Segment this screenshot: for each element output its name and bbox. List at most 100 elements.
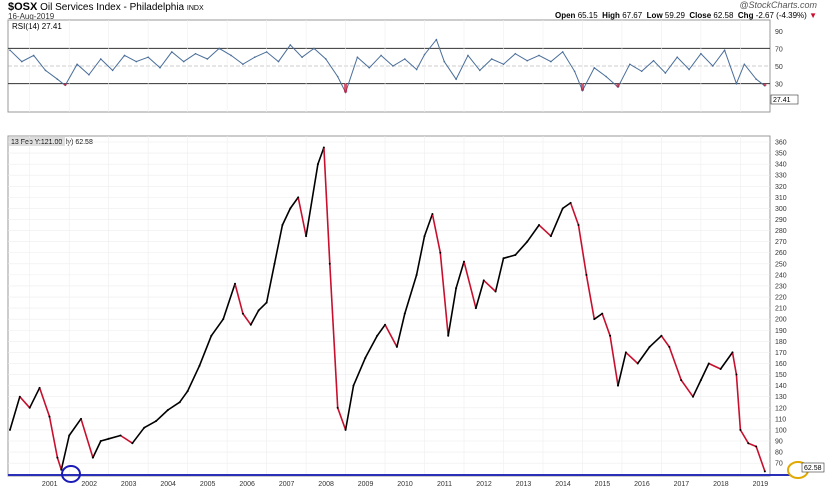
price-point <box>328 262 331 265</box>
price-segment <box>562 202 572 210</box>
price-segment <box>222 283 236 320</box>
price-segment <box>48 416 59 458</box>
price-tick-label: 80 <box>775 450 783 457</box>
price-point <box>60 468 63 471</box>
price-segment <box>344 385 355 431</box>
x-tick-label: 2013 <box>516 481 532 488</box>
x-tick-label: 2007 <box>279 481 295 488</box>
price-point <box>186 390 189 393</box>
price-point <box>131 442 134 445</box>
price-point <box>648 345 651 348</box>
price-segment <box>569 202 580 226</box>
price-point <box>48 415 51 418</box>
marker-2002-low <box>61 465 81 483</box>
open-label: Open <box>555 11 576 20</box>
price-tick-label: 300 <box>775 206 787 213</box>
price-segment <box>503 254 516 260</box>
price-segment <box>719 351 734 370</box>
price-point <box>99 439 102 442</box>
rsi-point <box>467 54 469 57</box>
x-tick-label: 2006 <box>239 481 255 488</box>
price-tick-label: 190 <box>775 328 787 335</box>
price-segment <box>179 390 189 403</box>
price-point <box>609 334 612 337</box>
rsi-point <box>301 56 303 58</box>
price-point <box>763 470 766 473</box>
price-point <box>455 287 458 290</box>
price-segment <box>494 258 505 292</box>
price-segment <box>364 335 378 359</box>
rsi-point <box>325 58 327 60</box>
rsi-point <box>32 54 35 57</box>
price-segment <box>9 396 21 431</box>
price-point <box>38 386 41 389</box>
rsi-oversold-fill <box>616 83 620 88</box>
rsi-point <box>479 69 481 72</box>
price-point <box>616 384 619 387</box>
price-point <box>755 445 758 448</box>
x-axis: 2001 2002 2003 2004 2005 2006 2007 2008 2009 2010… <box>42 481 768 488</box>
price-point <box>68 434 71 437</box>
rsi-point <box>242 63 244 66</box>
price-point <box>739 428 742 431</box>
rsi-point <box>435 38 438 41</box>
price-point <box>707 362 710 365</box>
price-point <box>352 384 355 387</box>
rsi-point <box>514 52 517 55</box>
price-point <box>494 290 497 293</box>
price-segment <box>68 418 82 436</box>
price-tick-label: 250 <box>775 261 787 268</box>
price-tick-label: 260 <box>775 250 787 257</box>
price-segment <box>273 224 284 264</box>
price-tick-label: 160 <box>775 361 787 368</box>
price-point <box>423 235 426 238</box>
rsi-point <box>735 82 738 85</box>
rsi-point <box>743 63 746 66</box>
rsi-point <box>415 68 418 71</box>
price-tick-label: 340 <box>775 162 787 169</box>
price-point <box>593 318 596 321</box>
price-segment <box>447 288 457 336</box>
rsi-point <box>455 78 457 80</box>
price-segment <box>60 435 70 470</box>
price-segment <box>352 357 367 386</box>
rsi-point <box>9 49 11 51</box>
rsi-point <box>182 60 185 63</box>
price-segment <box>514 241 528 256</box>
price-segment <box>755 446 766 472</box>
rsi-point <box>218 47 221 50</box>
price-segment <box>396 313 406 348</box>
price-tick-label: 70 <box>775 461 783 468</box>
rsi-point <box>711 65 714 67</box>
chg-arrow-icon: ▼ <box>809 11 817 20</box>
price-segment <box>637 346 651 364</box>
price-point <box>680 379 683 382</box>
high-label: High <box>602 11 620 20</box>
rsi-point <box>88 74 90 76</box>
price-segment <box>585 274 596 320</box>
price-tick-label: 120 <box>775 405 787 412</box>
price-point <box>415 273 418 276</box>
price-tick-label: 170 <box>775 350 787 357</box>
price-tick-label: 320 <box>775 184 787 191</box>
price-segment <box>131 427 145 444</box>
price-point <box>526 240 529 243</box>
price-point <box>561 207 564 210</box>
x-tick-label: 2014 <box>555 481 571 488</box>
price-segment <box>708 362 721 370</box>
quote-summary: Open 65.15 High 67.67 Low 59.29 Close 62… <box>555 11 817 20</box>
rsi-point <box>76 63 78 66</box>
price-point <box>660 334 663 337</box>
rsi-point <box>573 70 576 73</box>
price-point <box>322 146 325 149</box>
rsi-point <box>629 63 631 66</box>
price-segment <box>143 420 157 429</box>
price-tick-label: 180 <box>775 339 787 346</box>
price-segment <box>601 313 611 337</box>
rsi-point <box>289 44 292 46</box>
rsi-point <box>159 66 161 69</box>
price-panel-frame <box>7 135 771 477</box>
rsi-point <box>368 66 371 69</box>
rsi-point <box>676 56 679 58</box>
price-point <box>18 395 21 398</box>
